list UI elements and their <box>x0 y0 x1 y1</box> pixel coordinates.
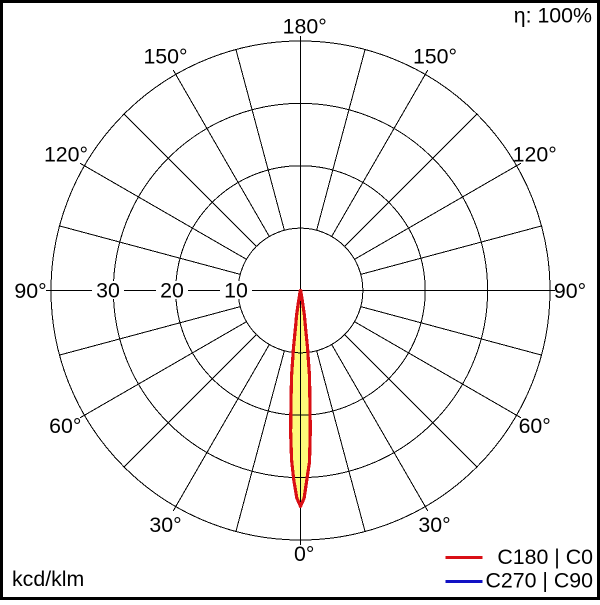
svg-text:90°: 90° <box>554 279 586 303</box>
svg-text:η: 100%: η: 100% <box>514 4 592 28</box>
svg-text:150°: 150° <box>413 45 457 69</box>
svg-text:C270 | C90: C270 | C90 <box>485 568 593 592</box>
svg-text:120°: 120° <box>44 143 88 167</box>
svg-text:30: 30 <box>96 278 120 302</box>
svg-text:180°: 180° <box>283 15 327 39</box>
svg-text:90°: 90° <box>14 279 46 303</box>
svg-text:30°: 30° <box>418 513 450 537</box>
svg-text:30°: 30° <box>149 513 181 537</box>
svg-text:60°: 60° <box>519 414 551 438</box>
svg-text:150°: 150° <box>143 45 187 69</box>
svg-text:10: 10 <box>224 278 248 302</box>
svg-text:C180 | C0: C180 | C0 <box>497 545 593 569</box>
svg-text:120°: 120° <box>513 143 557 167</box>
svg-text:kcd/klm: kcd/klm <box>12 567 84 591</box>
svg-text:60°: 60° <box>49 414 81 438</box>
svg-text:0°: 0° <box>294 542 314 566</box>
svg-text:20: 20 <box>160 278 184 302</box>
